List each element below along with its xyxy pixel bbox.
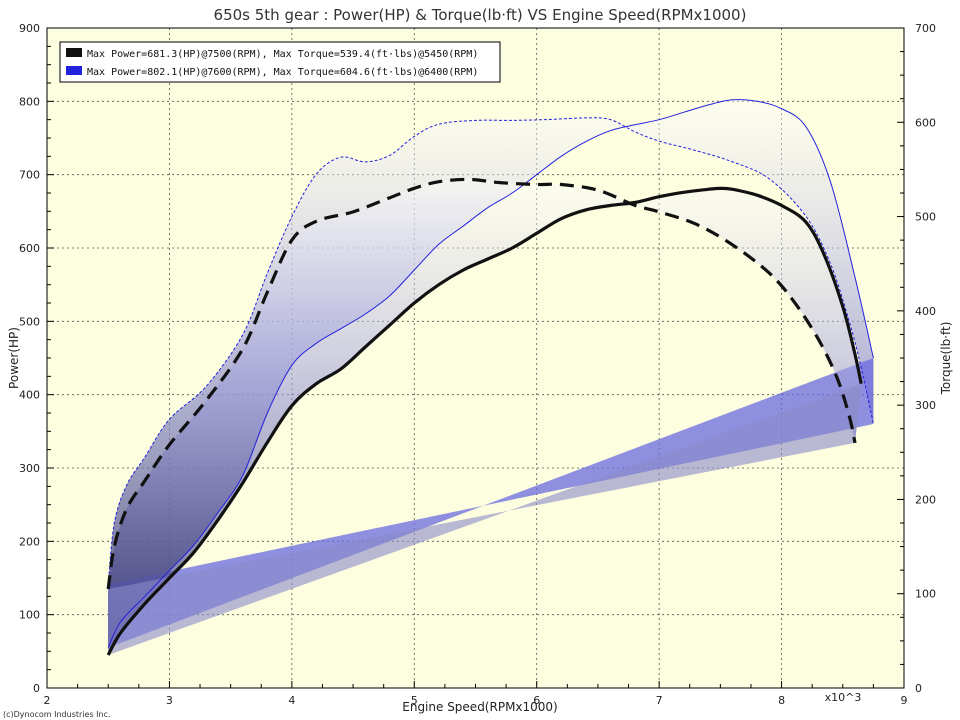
y-left-tick-label-900: 900	[19, 22, 40, 35]
y-left-tick-label-200: 200	[19, 535, 40, 548]
torque-line-series-1	[106, 177, 857, 590]
y-right-tick-label-400: 400	[915, 305, 936, 318]
y-right-tick-label-200: 200	[915, 493, 936, 506]
y-right-tick-label-700: 700	[915, 22, 936, 35]
y-right-tick-label-500: 500	[915, 211, 936, 224]
y-right-tick-label-0: 0	[915, 682, 922, 695]
power-line-series-2	[107, 99, 874, 648]
y-left-tick-label-700: 700	[19, 169, 40, 182]
area-fill-series-1	[108, 179, 862, 655]
legend-box	[59, 41, 501, 83]
legend-swatch-series-2	[66, 66, 82, 75]
y-left-tick-label-500: 500	[19, 315, 40, 328]
x-tick-label-7: 7	[656, 694, 663, 707]
series-lines	[106, 99, 874, 656]
legend-swatch-series-1	[66, 48, 82, 57]
legend-label-series-1: Max Power=681.3(HP)@7500(RPM), Max Torqu…	[87, 49, 478, 60]
x-tick-label-2: 2	[44, 694, 51, 707]
y-left-tick-label-400: 400	[19, 389, 40, 402]
x-tick-label-5: 5	[411, 694, 418, 707]
torque-line-series-2	[107, 117, 874, 585]
copyright-text: (c)Dynocom Industries Inc.	[3, 710, 111, 719]
x-axis-title: Engine Speed(RPMx1000)	[402, 700, 558, 714]
y-left-tick-label-600: 600	[19, 242, 40, 255]
y-axis-right-title: Torque(lb·ft)	[939, 322, 953, 396]
x-axis-multiplier: x10^3	[825, 691, 862, 704]
chart-title: 650s 5th gear : Power(HP) & Torque(lb·ft…	[214, 6, 747, 24]
x-tick-label-6: 6	[533, 694, 540, 707]
x-tick-label-8: 8	[778, 694, 785, 707]
y-left-tick-label-0: 0	[33, 682, 40, 695]
y-right-tick-label-300: 300	[915, 399, 936, 412]
y-axis-left-title: Power(HP)	[7, 327, 21, 389]
area-fills	[108, 99, 874, 655]
power-line-series-1	[106, 186, 863, 656]
y-left-tick-label-800: 800	[19, 95, 40, 108]
floor-wedge-series-1	[108, 383, 862, 655]
legend: Max Power=681.3(HP)@7500(RPM), Max Torqu…	[59, 41, 501, 83]
x-tick-label-9: 9	[901, 694, 908, 707]
y-right-tick-label-100: 100	[915, 588, 936, 601]
y-right-tick-label-600: 600	[915, 116, 936, 129]
axis-ticks: 2 3 4 5 6 7 8 901002003004005006007008009000100…	[19, 22, 936, 707]
y-left-tick-label-100: 100	[19, 609, 40, 622]
plot-border	[46, 27, 905, 689]
x-tick-label-3: 3	[166, 694, 173, 707]
x-tick-label-4: 4	[288, 694, 295, 707]
y-left-tick-label-300: 300	[19, 462, 40, 475]
legend-label-series-2: Max Power=802.1(HP)@7600(RPM), Max Torqu…	[87, 67, 478, 78]
